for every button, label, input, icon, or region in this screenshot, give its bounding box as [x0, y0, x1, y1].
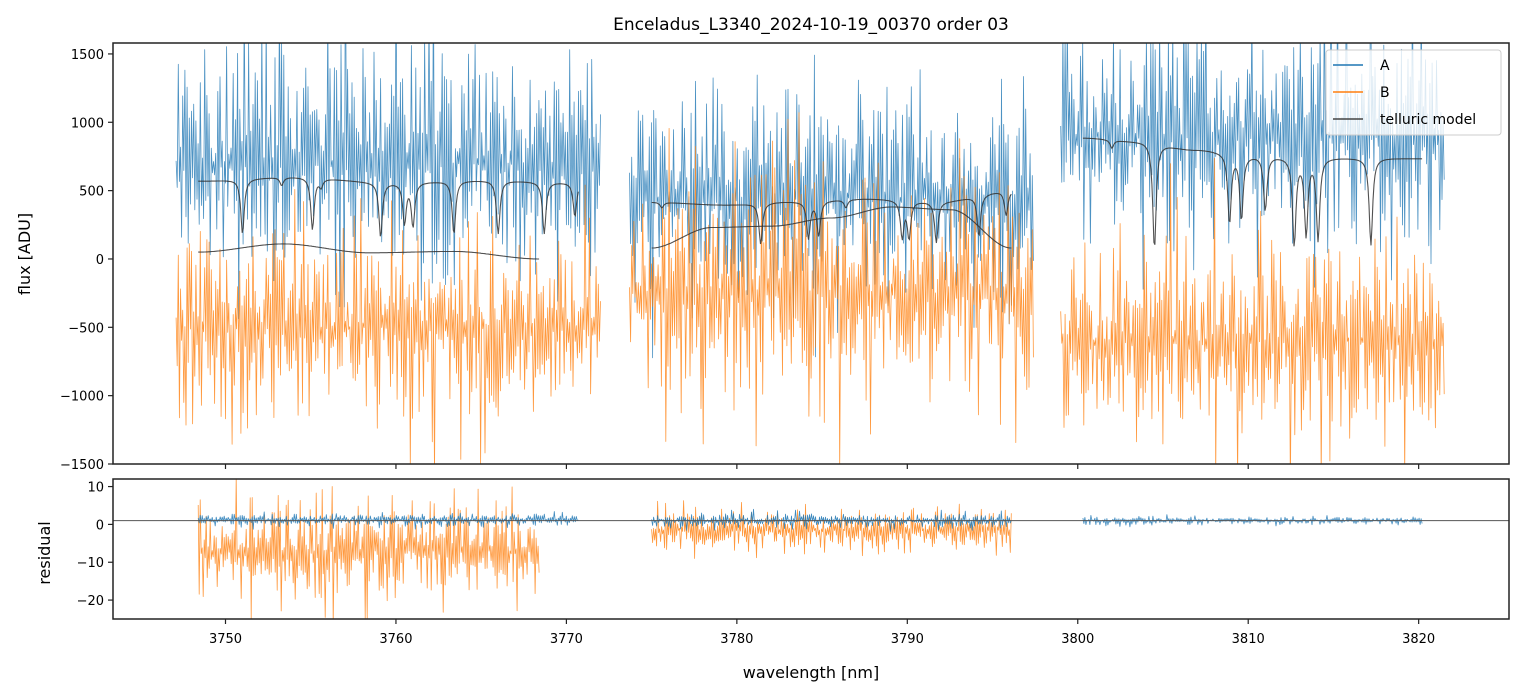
series-a-line [175, 43, 601, 320]
series-b-line [175, 184, 601, 464]
x-tick-label: 3790 [891, 632, 924, 647]
flux-x-ticks [224, 464, 1420, 469]
legend-label-b: B [1380, 85, 1390, 101]
residual-plot-area [113, 479, 1509, 619]
residual-b-line [197, 479, 540, 619]
series-b-line [629, 112, 1034, 464]
flux-y-tick-label: −1500 [60, 458, 104, 473]
x-tick-label: 3770 [550, 632, 583, 647]
residual-y-axis-label: residual [35, 521, 54, 584]
series-b-line [1060, 157, 1445, 464]
flux-y-tick-label: 1500 [71, 48, 104, 63]
x-axis-label: wavelength [nm] [743, 663, 880, 682]
telluric-model-line [198, 177, 579, 237]
residual-panel: −20 −10 0 10 3750 3760 3770 3780 3790 3800 3810 38… [35, 478, 1510, 682]
residual-y-tick-label: 0 [96, 518, 104, 533]
telluric-model-line [651, 206, 1012, 249]
flux-y-axis-label: flux [ADU] [15, 213, 34, 295]
flux-y-ticks: −1500 −1000 −500 0 500 1000 1500 [60, 48, 113, 473]
legend: A B telluric model [1325, 49, 1502, 136]
residual-y-tick-label: −10 [77, 556, 104, 571]
x-tick-label: 3750 [209, 632, 242, 647]
residual-axes-frame [112, 478, 1510, 620]
residual-a-line [651, 508, 1012, 532]
x-tick-label: 3810 [1232, 632, 1265, 647]
residual-y-ticks: −20 −10 0 10 [77, 481, 113, 609]
flux-y-tick-label: 0 [96, 253, 104, 268]
flux-y-tick-label: −1000 [60, 390, 104, 405]
x-tick-label: 3780 [720, 632, 753, 647]
telluric-model-line [198, 243, 540, 260]
x-tick-label: 3760 [379, 632, 412, 647]
flux-plot-area [175, 43, 1445, 464]
residual-x-ticks: 3750 3760 3770 3780 3790 3800 3810 3820 [209, 619, 1435, 647]
legend-box [1325, 49, 1502, 136]
chart-title: Enceladus_L3340_2024-10-19_00370 order 0… [613, 15, 1009, 35]
flux-y-tick-label: 1000 [71, 116, 104, 131]
legend-label-a: A [1380, 58, 1390, 74]
residual-y-tick-label: −20 [77, 594, 104, 609]
residual-b-line [651, 500, 1012, 559]
flux-panel: −1500 −1000 −500 0 500 1000 1500 flux [ADU] A … [15, 42, 1510, 473]
telluric-model-line [1082, 137, 1423, 247]
residual-y-tick-label: 10 [87, 481, 104, 496]
x-tick-label: 3820 [1402, 632, 1435, 647]
legend-label-telluric: telluric model [1380, 112, 1476, 128]
flux-y-tick-label: −500 [68, 321, 104, 336]
flux-axes-frame [112, 42, 1510, 465]
telluric-model-line [651, 192, 1012, 245]
flux-y-tick-label: 500 [79, 185, 104, 200]
x-tick-label: 3800 [1061, 632, 1094, 647]
